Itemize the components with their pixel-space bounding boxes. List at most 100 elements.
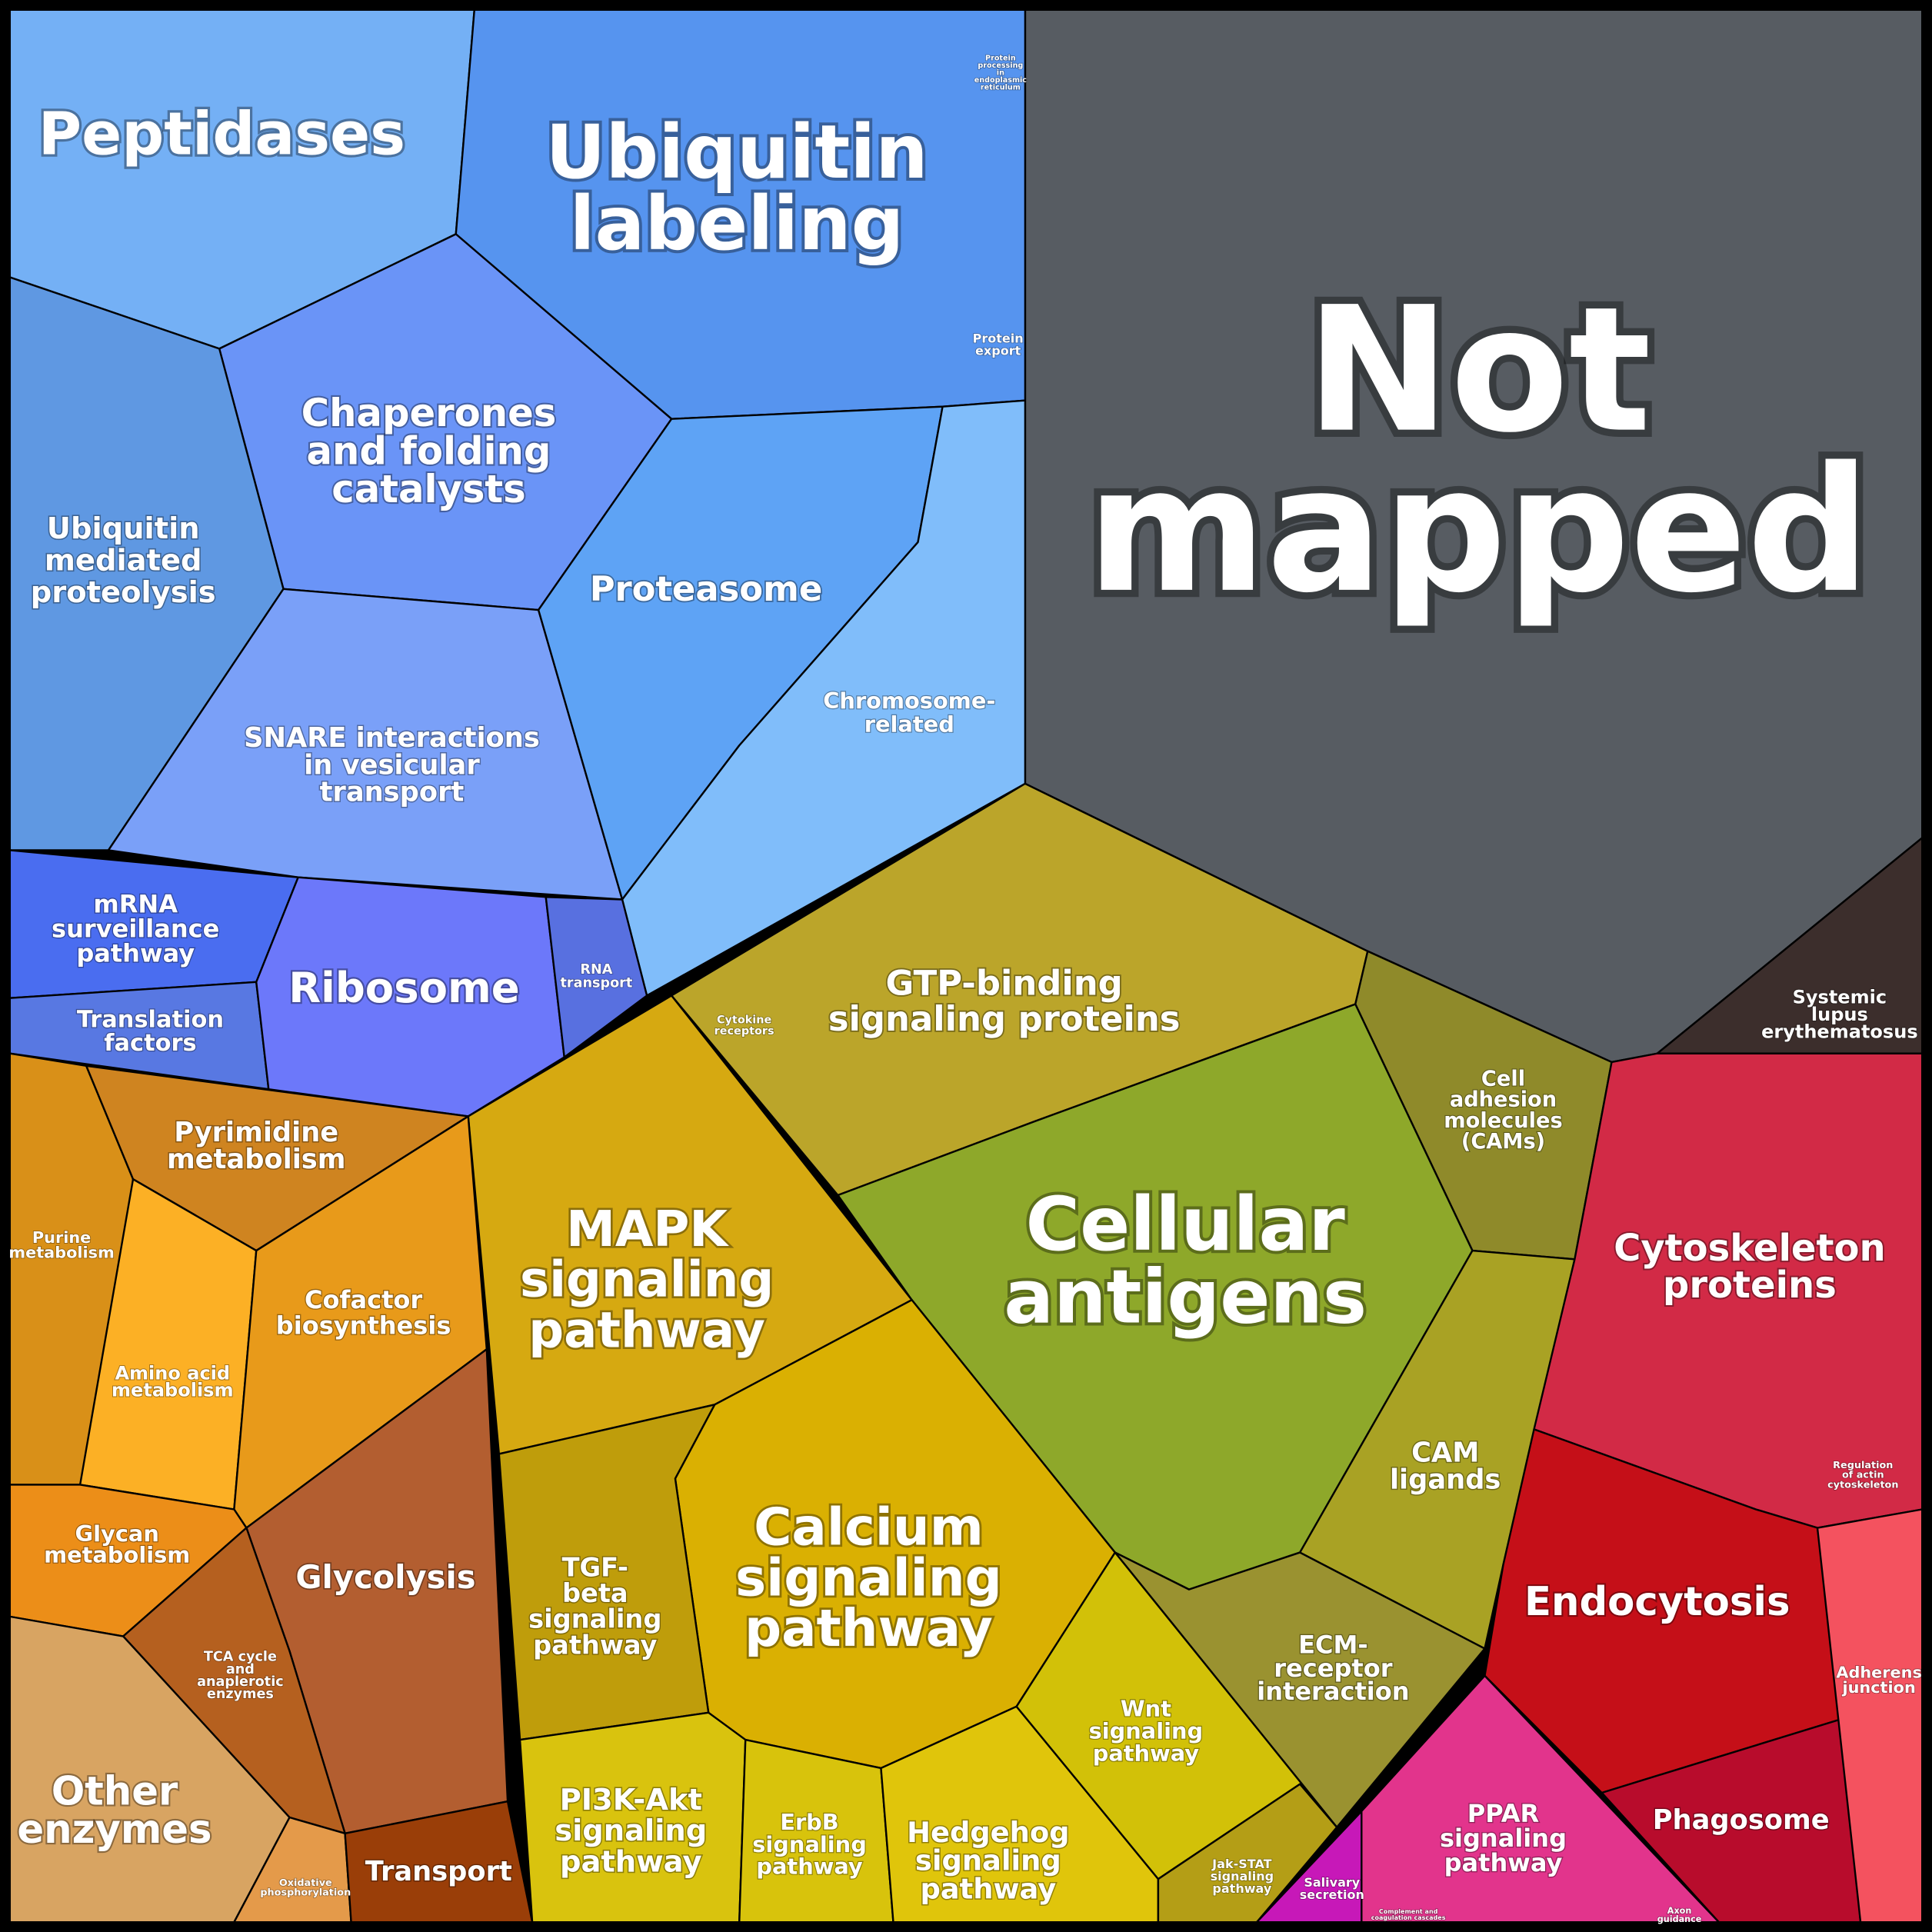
label-line: ligands xyxy=(1390,1464,1501,1496)
region-label: Oxidative phosphorylation xyxy=(260,1877,351,1898)
label-line: signaling xyxy=(528,1604,661,1634)
region-label: Chromosome-related xyxy=(823,688,995,737)
cell xyxy=(1157,1783,1338,1924)
region-label: Not mapped xyxy=(1087,269,1870,630)
label-line: signaling proteins xyxy=(828,998,1181,1039)
label-line: ECM- xyxy=(1298,1630,1368,1659)
label-line: Endocytosis xyxy=(1524,1579,1790,1625)
label-line: signaling xyxy=(520,1251,774,1308)
region-label: TGF-beta signaling pathway xyxy=(528,1552,661,1660)
label-line: Not xyxy=(1306,269,1651,470)
label-line: pathway xyxy=(756,1854,863,1880)
label-line: catalysts xyxy=(331,467,525,511)
label-line: pathway xyxy=(560,1844,702,1879)
label-line: proteins xyxy=(1663,1264,1837,1307)
label-line: pathway xyxy=(1093,1740,1200,1766)
label-line: and xyxy=(226,1662,255,1677)
region-label: TCA cycle and anaplerotic enzymes xyxy=(197,1650,284,1702)
label-line: pathway xyxy=(528,1302,765,1359)
cell xyxy=(545,896,648,1058)
region-label: mRNA surveillance pathway xyxy=(52,890,219,968)
label-line: transport xyxy=(320,777,465,808)
label-line: signaling xyxy=(735,1547,1002,1607)
label-line: signaling xyxy=(555,1814,707,1848)
region-label: Axon guidance xyxy=(1657,1906,1702,1924)
cell xyxy=(107,588,624,901)
label-line: Pyrimidine xyxy=(174,1117,338,1148)
cells xyxy=(8,8,1924,1924)
label-line: Cytoskeleton xyxy=(1614,1227,1886,1270)
label-line: anaplerotic xyxy=(197,1674,284,1690)
cell xyxy=(1816,1508,1924,1924)
label-line: Glycan xyxy=(75,1521,158,1547)
label-line: transport xyxy=(560,975,632,991)
label-line: coagulation cascades xyxy=(1371,1914,1446,1920)
label-line: Axon xyxy=(1667,1906,1692,1916)
label-line: Oxidative xyxy=(279,1877,332,1888)
region-label: ErbB signaling pathway xyxy=(752,1809,867,1880)
label-line: Amino acid xyxy=(115,1362,230,1384)
region-label: Cell adhesion molecules (CAMs) xyxy=(1444,1067,1562,1154)
label-line: metabolism xyxy=(112,1380,233,1401)
label-line: Cellular xyxy=(1026,1181,1346,1267)
label-line: adhesion xyxy=(1450,1088,1557,1111)
label-line: Ubiquitin xyxy=(545,109,928,195)
label-line: MAPK xyxy=(566,1201,729,1258)
region-label: CAM ligands xyxy=(1390,1437,1501,1495)
region-label: Complement and coagulation cascades xyxy=(1371,1907,1446,1920)
region-label: Peptidases xyxy=(38,100,405,168)
region-label: Ribosome xyxy=(288,963,519,1012)
region-label: Endocytosis xyxy=(1524,1579,1790,1625)
label-line: phosphorylation xyxy=(260,1887,351,1898)
label-line: interaction xyxy=(1257,1677,1409,1706)
label-line: pathway xyxy=(533,1630,657,1660)
cell xyxy=(498,1404,716,1741)
label-line: Cofactor xyxy=(305,1285,422,1314)
label-line: metabolism xyxy=(44,1541,190,1567)
region-label: Protein export xyxy=(973,331,1024,358)
region-label: Protein processing in endoplasmic reticulum xyxy=(974,54,1028,92)
region-label: Amino acid metabolism xyxy=(112,1362,233,1401)
region-label: SNARE interactions in vesicular transport xyxy=(244,722,540,808)
cell xyxy=(1255,1810,1363,1924)
label-line: Protein xyxy=(973,331,1024,345)
label-line: Cytokine xyxy=(717,1014,772,1026)
label-line: Cell xyxy=(1481,1067,1525,1091)
cell xyxy=(344,1800,534,1924)
region-label: MAPK signaling pathway xyxy=(520,1201,774,1359)
label-line: Protein xyxy=(985,54,1016,62)
label-line: beta xyxy=(562,1578,628,1608)
region-label: Cytoskeleton proteins xyxy=(1614,1227,1886,1307)
label-line: Calcium xyxy=(754,1497,984,1557)
region-label: Cellular antigens xyxy=(1004,1181,1367,1341)
label-line: Chaperones xyxy=(301,390,557,435)
label-line: secretion xyxy=(1300,1887,1364,1901)
label-line: signaling xyxy=(915,1844,1061,1877)
label-line: Systemic xyxy=(1793,987,1887,1008)
label-line: antigens xyxy=(1004,1254,1367,1341)
label-line: enzymes xyxy=(17,1807,212,1853)
label-line: Ubiquitin xyxy=(47,511,200,545)
region-label: Ubiquitin mediated proteolysis xyxy=(31,511,216,609)
label-line: Glycolysis xyxy=(295,1558,475,1596)
label-line: receptor xyxy=(1274,1654,1392,1683)
label-line: Jak-STAT xyxy=(1211,1856,1271,1870)
label-line: Proteasome xyxy=(590,568,823,609)
label-line: pathway xyxy=(744,1598,993,1658)
label-line: labeling xyxy=(570,181,904,267)
region-label: Proteasome xyxy=(590,568,823,609)
label-line: mediated xyxy=(45,543,202,578)
label-line: metabolism xyxy=(167,1144,346,1175)
region-label: Phagosome xyxy=(1653,1804,1830,1836)
label-line: Translation xyxy=(77,1006,224,1033)
label-line: reticulum xyxy=(981,84,1021,92)
label-line: and folding xyxy=(307,428,551,473)
label-line: in xyxy=(997,69,1004,78)
label-line: processing xyxy=(978,62,1023,70)
region-label: PPAR signaling pathway xyxy=(1440,1799,1567,1877)
region-label: Translation factors xyxy=(77,1006,224,1056)
region-label: Calcium signaling pathway xyxy=(735,1497,1002,1657)
cell xyxy=(621,399,1027,997)
label-line: TGF- xyxy=(562,1552,628,1582)
